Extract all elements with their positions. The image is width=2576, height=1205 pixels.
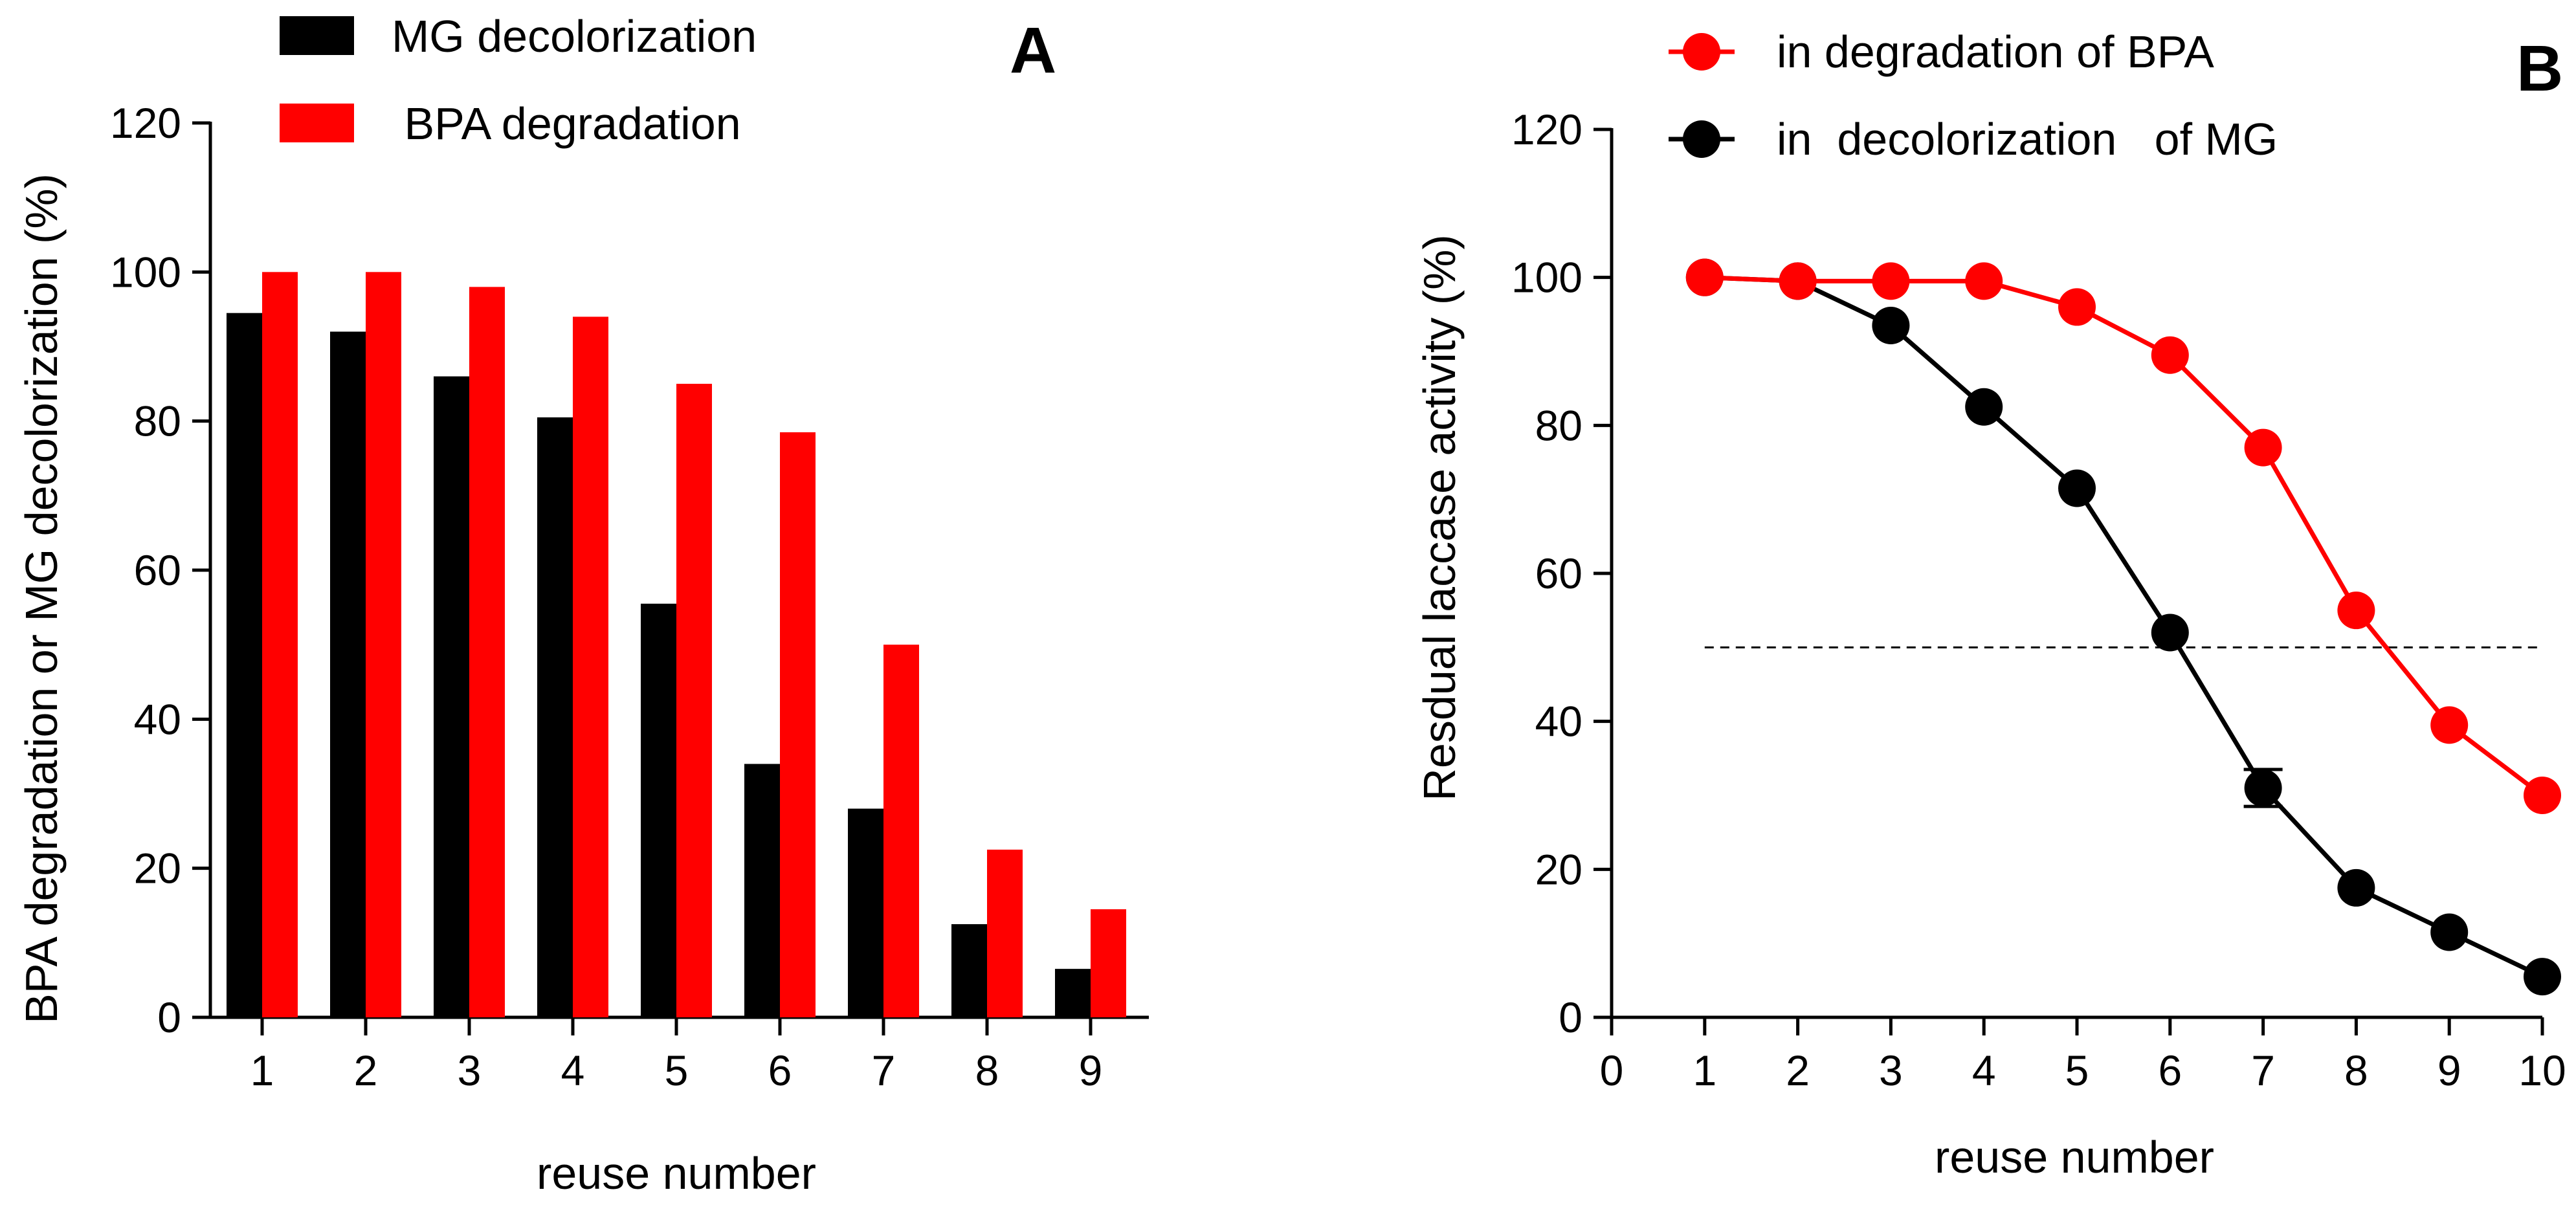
legend-bpa-marker — [1683, 33, 1720, 71]
y-tick-label-a: 80 — [134, 397, 181, 445]
x-tick-label-b: 9 — [2437, 1046, 2461, 1094]
axes-b: 0 20 40 60 80 100 120 0 1 2 3 4 5 6 7 8 9 10 — [1511, 105, 2566, 1094]
y-tick-label-a: 0 — [157, 993, 181, 1041]
bar-bpa — [469, 287, 505, 1017]
data-point-bpa — [2151, 336, 2189, 374]
bar-chart-a: A MG decolorization BPA degradation 0 20 4… — [16, 11, 1149, 1199]
plot-b — [1685, 258, 2561, 996]
y-axis-title-b: Resdual laccase activity (%) — [1414, 234, 1465, 801]
bar-bpa — [676, 384, 712, 1017]
x-tick-label-b: 10 — [2518, 1046, 2566, 1094]
line-chart-b: B in degradation of BPA in decolorization… — [1414, 27, 2566, 1182]
x-axis-title-a: reuse number — [537, 1148, 816, 1199]
data-point-bpa — [2430, 706, 2469, 744]
legend-label-bpa: BPA degradation — [392, 98, 741, 149]
x-tick-label-a: 7 — [872, 1046, 896, 1094]
panel-label-a: A — [1010, 14, 1056, 87]
data-point-bpa — [1779, 262, 1817, 300]
data-point-mg — [2151, 614, 2189, 652]
bar-bpa — [573, 316, 608, 1017]
legend-mg-label: in decolorization of MG — [1777, 114, 2278, 164]
bar-bpa — [987, 849, 1023, 1017]
data-point-mg — [2337, 868, 2375, 907]
y-tick-label-b: 20 — [1535, 845, 1582, 893]
legend-bpa-label: in degradation of BPA — [1777, 27, 2214, 77]
x-tick-label-a: 1 — [250, 1046, 274, 1094]
y-tick-label-b: 60 — [1535, 549, 1582, 597]
bar-bpa — [262, 272, 298, 1017]
bar-mg — [1055, 969, 1091, 1017]
x-tick-label-b: 3 — [1879, 1046, 1903, 1094]
axes-a: 0 20 40 60 80 100 120 1 2 3 4 5 6 7 8 9 — [110, 99, 1149, 1094]
x-tick-label-a: 4 — [561, 1046, 585, 1094]
y-tick-label-b: 80 — [1535, 401, 1582, 449]
x-tick-label-b: 2 — [1786, 1046, 1810, 1094]
x-tick-label-a: 9 — [1079, 1046, 1103, 1094]
series-line-mg — [1704, 275, 2544, 979]
data-point-mg — [2430, 913, 2469, 951]
x-tick-label-b: 7 — [2251, 1046, 2275, 1094]
bar-bpa — [883, 645, 919, 1017]
legend-mg-marker — [1683, 120, 1720, 158]
bar-mg — [330, 331, 366, 1017]
x-tick-label-a: 6 — [768, 1046, 792, 1094]
bar-mg — [951, 924, 987, 1017]
y-tick-label-a: 100 — [110, 248, 181, 296]
data-point-bpa — [2337, 591, 2375, 630]
x-tick-label-b: 4 — [1972, 1046, 1996, 1094]
x-tick-label-a: 8 — [975, 1046, 999, 1094]
x-axis-title-b: reuse number — [1935, 1132, 2214, 1182]
x-tick-label-a: 2 — [354, 1046, 378, 1094]
data-point-mg — [2244, 769, 2282, 807]
series-line-bpa — [1704, 275, 2544, 797]
y-tick-label-a: 20 — [134, 845, 181, 892]
legend-b: in degradation of BPA in decolorization o… — [1669, 27, 2278, 164]
bars-a — [227, 272, 1126, 1017]
data-point-bpa — [2058, 288, 2096, 326]
x-tick-label-b: 0 — [1600, 1046, 1624, 1094]
x-tick-label-a: 3 — [458, 1046, 482, 1094]
bar-mg — [848, 808, 883, 1017]
x-tick-label-b: 8 — [2344, 1046, 2368, 1094]
data-point-mg — [2058, 469, 2096, 507]
data-point-mg — [2524, 958, 2561, 996]
y-tick-label-b: 100 — [1511, 254, 1582, 302]
data-point-bpa — [1965, 262, 2003, 300]
y-tick-label-b: 0 — [1559, 993, 1582, 1041]
legend-a: MG decolorization BPA degradation — [280, 11, 757, 149]
y-tick-label-a: 40 — [134, 695, 181, 743]
y-tick-label-b: 120 — [1511, 105, 1582, 153]
y-axis-title-a: BPA degradation or MG decolorization (%) — [16, 173, 67, 1024]
bar-mg — [744, 764, 780, 1017]
x-tick-label-a: 5 — [665, 1046, 689, 1094]
bar-mg — [227, 313, 262, 1017]
bar-mg — [537, 417, 573, 1017]
legend-label-mg: MG decolorization — [392, 11, 757, 61]
data-point-bpa — [2244, 428, 2282, 467]
panel-label-b: B — [2516, 32, 2563, 105]
x-tick-label-b: 1 — [1693, 1046, 1716, 1094]
y-tick-label-a: 120 — [110, 99, 181, 147]
bar-mg — [641, 603, 676, 1017]
data-point-bpa — [1872, 262, 1910, 300]
data-point-bpa — [1685, 258, 1724, 296]
data-point-mg — [1965, 388, 2003, 426]
x-tick-label-b: 5 — [2065, 1046, 2089, 1094]
legend-swatch-mg — [280, 16, 354, 55]
bar-bpa — [780, 432, 816, 1017]
bar-bpa — [366, 272, 401, 1017]
y-tick-label-b: 40 — [1535, 698, 1582, 746]
data-point-mg — [1872, 306, 1910, 344]
bar-bpa — [1091, 909, 1126, 1017]
bar-mg — [434, 376, 469, 1017]
data-point-bpa — [2524, 777, 2561, 814]
y-tick-label-a: 60 — [134, 546, 181, 594]
x-tick-label-b: 6 — [2158, 1046, 2182, 1094]
legend-swatch-bpa — [280, 104, 354, 142]
